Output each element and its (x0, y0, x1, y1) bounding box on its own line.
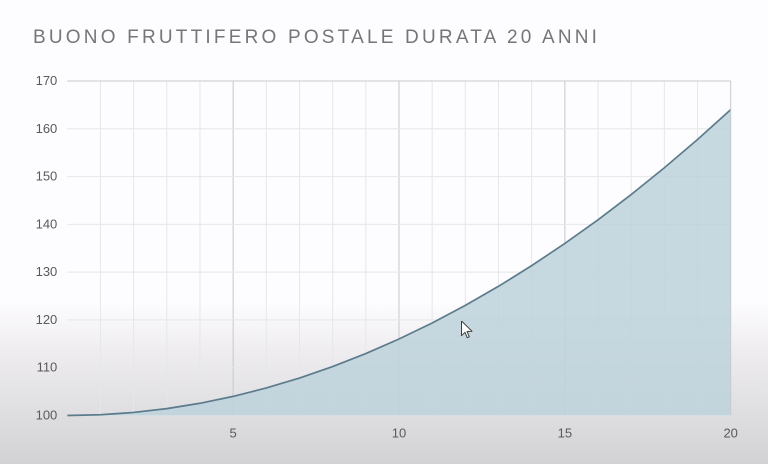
svg-text:130: 130 (36, 264, 58, 279)
svg-text:100: 100 (36, 408, 58, 423)
svg-text:110: 110 (37, 360, 58, 375)
svg-text:150: 150 (36, 169, 58, 184)
svg-text:170: 170 (36, 73, 58, 88)
svg-text:10: 10 (392, 426, 406, 441)
svg-text:160: 160 (36, 121, 58, 136)
svg-text:20: 20 (723, 426, 737, 441)
svg-text:140: 140 (36, 216, 58, 231)
svg-text:5: 5 (230, 426, 237, 441)
svg-text:15: 15 (558, 426, 572, 441)
svg-text:120: 120 (36, 312, 58, 327)
